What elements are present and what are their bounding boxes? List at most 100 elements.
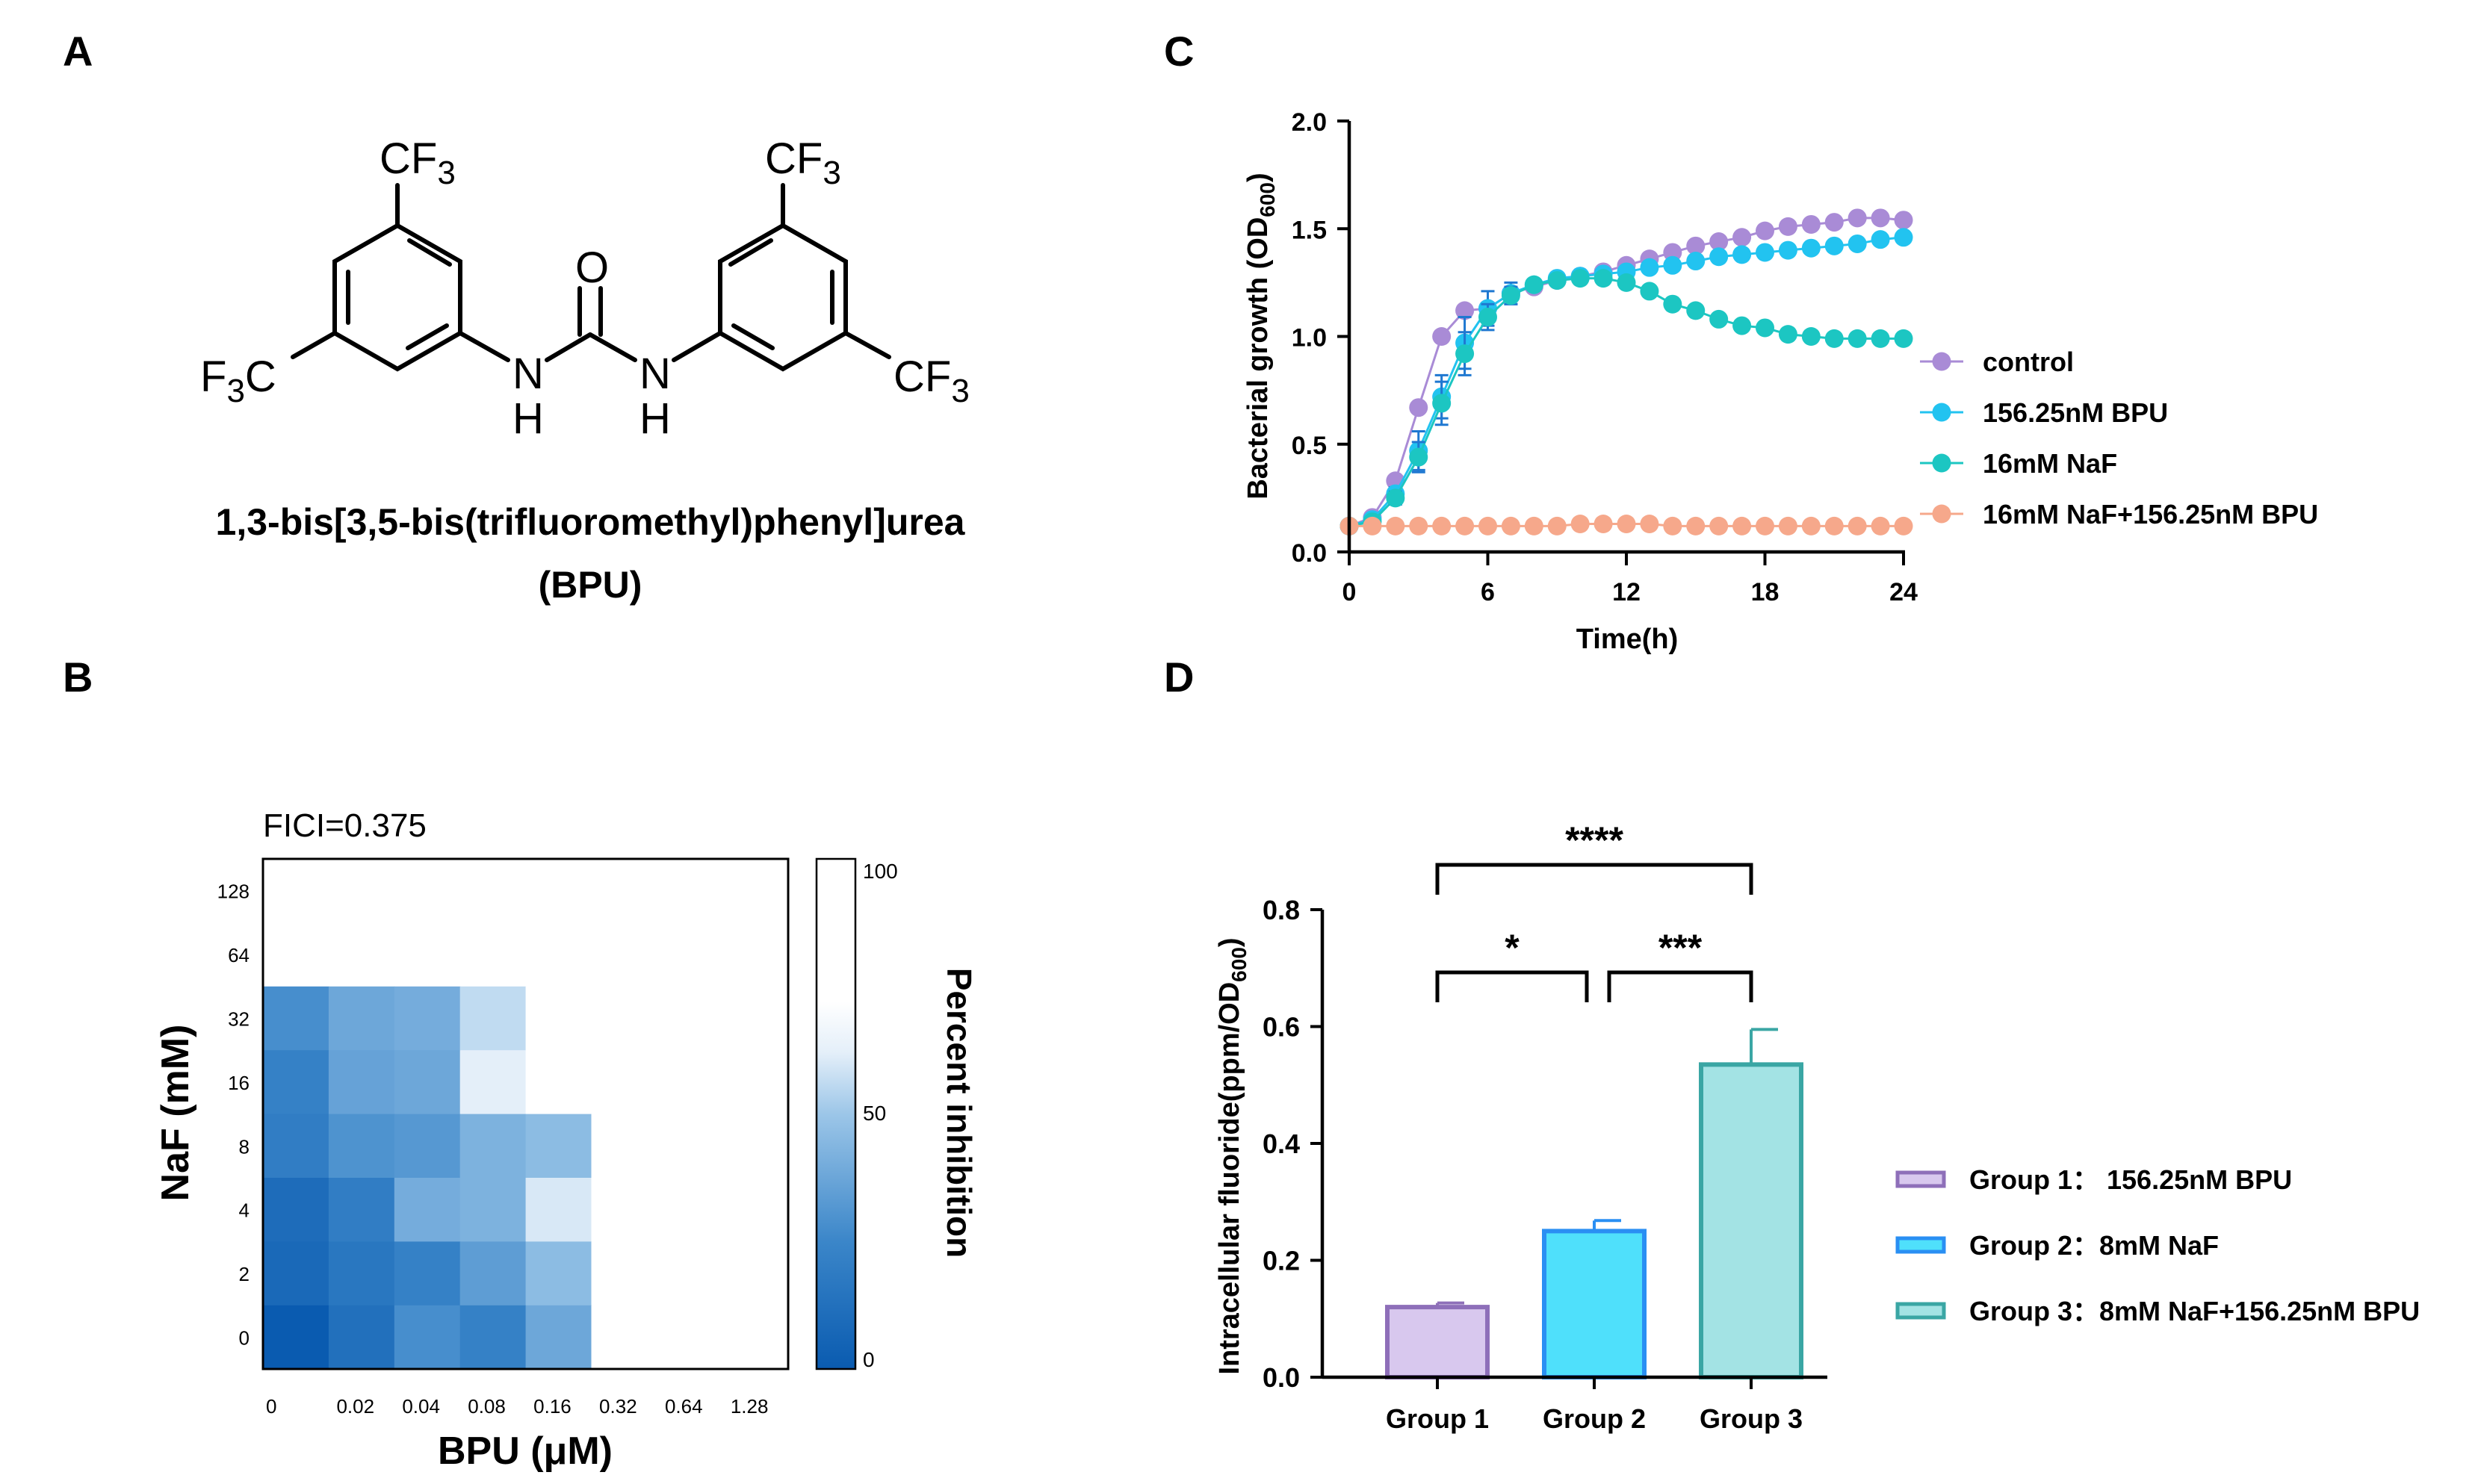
data-point — [1686, 252, 1706, 271]
heatmap-cell — [328, 1178, 395, 1242]
data-point — [1547, 270, 1567, 290]
d-x-tick-label: Group 2 — [1543, 1403, 1646, 1434]
heatmap-cell — [657, 859, 723, 923]
legend-label: 16mM NaF+156.25nM BPU — [1983, 499, 2318, 530]
data-point — [1801, 327, 1821, 346]
heatmap-cell — [657, 1178, 723, 1242]
data-point — [1847, 234, 1867, 253]
heatmap-cell — [459, 1114, 527, 1179]
heatmap-cell — [394, 922, 461, 987]
heatmap-cell — [263, 1050, 329, 1115]
data-point — [1409, 447, 1428, 467]
data-point — [1386, 516, 1405, 535]
d-y-tick-label: 0.2 — [1263, 1246, 1300, 1276]
legend-label: Group 1： 156.25nM BPU — [1969, 1164, 2292, 1195]
c-y-tick-label: 0.5 — [1292, 432, 1327, 460]
atom-oxygen: O — [575, 243, 609, 292]
data-point — [1663, 243, 1682, 262]
data-point — [1663, 294, 1682, 314]
heatmap-x-ticks: 0 0.02 0.04 0.08 0.16 0.32 0.64 1.28 — [266, 1395, 768, 1418]
data-point — [1386, 488, 1405, 508]
data-point — [1640, 282, 1659, 301]
heatmap-cell — [328, 986, 395, 1051]
data-point — [1432, 394, 1452, 413]
panel-c-growth-curves: 0.0 0.5 1.0 1.5 2.0 0 6 12 18 24 Time(h) Bacteri… — [1242, 108, 2318, 655]
heatmap-cell — [394, 1050, 461, 1115]
significance-bracket — [1435, 970, 1589, 1002]
heatmap-x-label: BPU (μM) — [438, 1429, 613, 1473]
data-point — [1478, 516, 1497, 535]
atom-hydrogen-left: H — [512, 394, 544, 443]
data-point — [1732, 245, 1752, 264]
bar — [1385, 1305, 1490, 1379]
heatmap-y-tick: 4 — [239, 1199, 250, 1222]
heatmap-y-tick: 64 — [228, 944, 250, 966]
heatmap-cell — [328, 859, 395, 923]
data-point — [1778, 516, 1797, 535]
data-point — [1778, 240, 1797, 260]
fluoride-bars — [1385, 1028, 1803, 1380]
c-y-label: Bacterial growth (OD600) — [1242, 173, 1279, 499]
legend-marker — [1932, 453, 1951, 473]
left-benzene-ring — [332, 223, 462, 372]
atom-cf3-right-top: CF3 — [765, 134, 841, 191]
colorbar-tick-0: 0 — [863, 1348, 875, 1371]
data-point — [1801, 516, 1821, 535]
data-point — [1756, 318, 1774, 338]
colorbar — [815, 857, 857, 1370]
heatmap-cell — [722, 1241, 789, 1306]
heatmap-cell — [459, 1241, 527, 1306]
heatmap-cell — [263, 1178, 329, 1242]
heatmap-cell — [263, 859, 329, 923]
heatmap-title: FICI=0.375 — [263, 807, 427, 844]
data-point — [1640, 514, 1659, 533]
data-point — [1686, 516, 1706, 535]
data-point — [1871, 516, 1890, 535]
data-point — [1409, 398, 1428, 417]
significance-label: **** — [1565, 819, 1623, 861]
heatmap-cell — [328, 1305, 395, 1370]
heatmap-cell — [263, 1114, 329, 1179]
data-point — [1501, 286, 1520, 305]
atom-cf3-left-top: CF3 — [380, 134, 456, 191]
legend-marker — [1932, 352, 1951, 371]
heatmap-cell — [722, 986, 789, 1051]
c-legend: control 156.25nM BPU 16mM NaF 16mM NaF+156.… — [1920, 347, 2318, 530]
c-x-tick-label: 6 — [1481, 578, 1495, 606]
c-y-tick-label: 0.0 — [1292, 539, 1327, 568]
panel-letter-c: C — [1164, 28, 1194, 75]
heatmap-y-tick: 32 — [228, 1008, 250, 1031]
heatmap-cell — [394, 859, 461, 923]
heatmap-cell — [591, 1114, 657, 1179]
data-point — [1593, 514, 1613, 533]
legend-label: 16mM NaF — [1983, 448, 2117, 479]
heatmap-x-tick: 1.28 — [731, 1395, 769, 1418]
heatmap-cell — [525, 986, 592, 1051]
legend-label: Group 3：8mM NaF+156.25nM BPU — [1969, 1296, 2420, 1326]
heatmap-cell — [459, 1050, 527, 1115]
heatmap-cell — [657, 1050, 723, 1115]
heatmap-cell — [722, 859, 789, 923]
panel-letter-d: D — [1164, 653, 1194, 701]
heatmap-y-label: NaF (mM) — [154, 1025, 197, 1202]
series-2 — [1339, 269, 1913, 535]
data-point — [1547, 516, 1567, 535]
c-x-tick-label: 18 — [1751, 578, 1780, 606]
heatmap-cell — [263, 1305, 329, 1370]
data-point — [1756, 243, 1774, 262]
data-point — [1871, 329, 1890, 348]
data-point — [1756, 516, 1774, 535]
heatmap-cells — [263, 859, 789, 1370]
heatmap-cell — [394, 986, 461, 1051]
c-y-tick-label: 1.0 — [1292, 324, 1327, 353]
data-point — [1709, 516, 1729, 535]
heatmap-cell — [525, 1178, 592, 1242]
c-x-tick-label: 12 — [1612, 578, 1641, 606]
heatmap-cell — [591, 1178, 657, 1242]
heatmap-x-tick: 0.04 — [402, 1395, 440, 1418]
panel-b-heatmap: FICI=0.375 0 0.02 0.04 0.08 0.16 0.32 0.64 1.28… — [154, 807, 979, 1473]
data-point — [1709, 232, 1729, 252]
atom-hydrogen-right: H — [639, 394, 671, 443]
legend-swatch — [1895, 1170, 1946, 1188]
series-3 — [1339, 514, 1913, 535]
